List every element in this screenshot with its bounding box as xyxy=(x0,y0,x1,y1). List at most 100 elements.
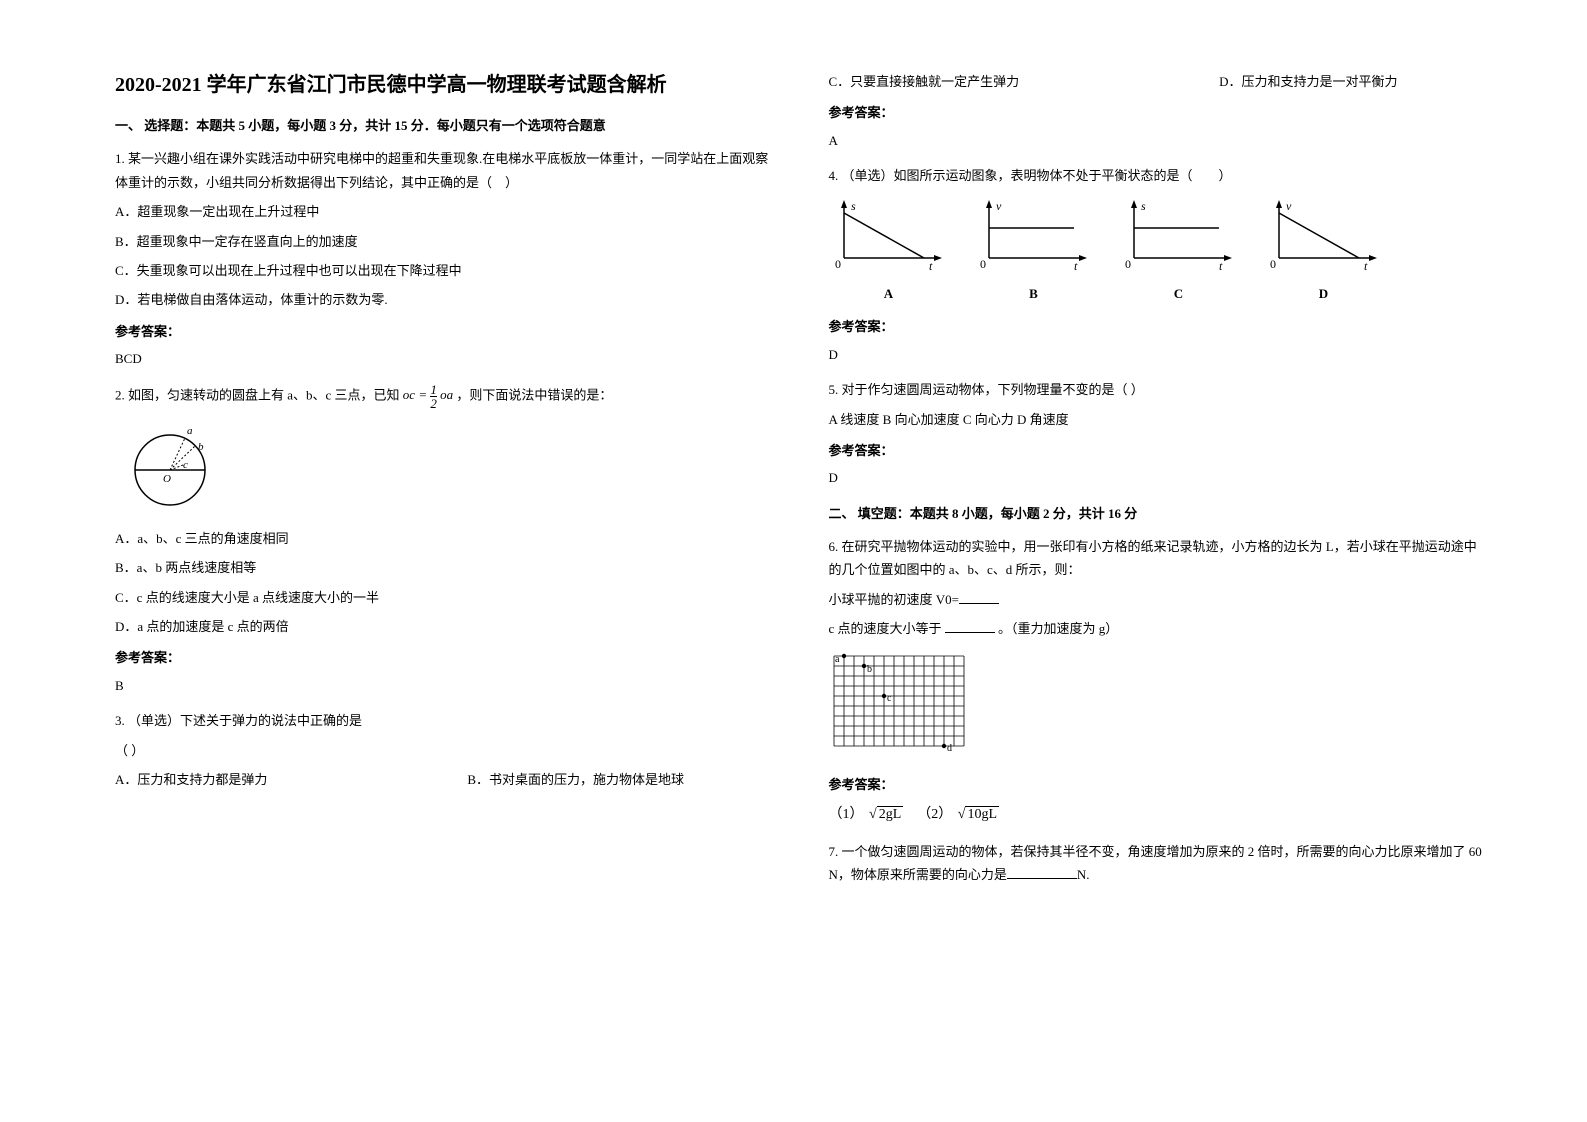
q2-formula-left: oc = xyxy=(403,387,427,402)
circle-svg: a b c O xyxy=(125,420,225,510)
q3-opts-row1: A．压力和支持力都是弹力 B．书对桌面的压力，施力物体是地球 xyxy=(115,768,769,791)
section-2-header: 二、 填空题：本题共 8 小题，每小题 2 分，共计 16 分 xyxy=(829,502,1483,525)
q2-formula: oc = 1 2 oa xyxy=(403,387,457,402)
question-4: 4. （单选）如图所示运动图象，表明物体不处于平衡状态的是（ ） s t 0 A xyxy=(829,164,1483,366)
svg-text:0: 0 xyxy=(980,257,986,271)
blank-icon xyxy=(1007,866,1077,879)
sqrt-icon: 2gL xyxy=(867,802,903,827)
q5-answer: D xyxy=(829,466,1483,489)
q6-ans2-body: 10gL xyxy=(965,806,999,822)
q2-stem: 2. 如图，匀速转动的圆盘上有 a、b、c 三点，已知 oc = 1 2 oa … xyxy=(115,383,769,410)
q3-opt-b: B．书对桌面的压力，施力物体是地球 xyxy=(467,768,684,791)
q6-ans2-label: （2） xyxy=(917,807,952,822)
circle-label-a: a xyxy=(187,425,193,437)
q6-line1: 小球平抛的初速度 V0= xyxy=(829,588,1483,611)
svg-text:0: 0 xyxy=(835,257,841,271)
graph-c-label: C xyxy=(1119,282,1239,305)
q3-bracket: （ ） xyxy=(115,739,769,762)
q6-answer-label: 参考答案： xyxy=(829,773,1483,796)
q3-opt-c: C．只要直接接触就一定产生弹力 xyxy=(829,70,1020,93)
q3-opt-d: D．压力和支持力是一对平衡力 xyxy=(1219,70,1397,93)
circle-diagram: a b c O xyxy=(125,420,769,517)
circle-label-c: c xyxy=(183,459,188,471)
q3-stem: 3. （单选）下述关于弹力的说法中正确的是 xyxy=(115,709,769,732)
q1-answer: BCD xyxy=(115,347,769,370)
q1-opt-d: D．若电梯做自由落体运动，体重计的示数为零. xyxy=(115,288,769,311)
q2-opt-d: D．a 点的加速度是 c 点的两倍 xyxy=(115,615,769,638)
question-1: 1. 某一兴趣小组在课外实践活动中研究电梯中的超重和失重现象.在电梯水平底板放一… xyxy=(115,147,769,370)
sqrt-icon: 10gL xyxy=(956,802,999,827)
q6-stem: 6. 在研究平抛物体运动的实验中，用一张印有小方格的纸来记录轨迹，小方格的边长为… xyxy=(829,535,1483,582)
graph-c: s t 0 C xyxy=(1119,198,1239,306)
graph-d-label: D xyxy=(1264,282,1384,305)
q2-stem-post: ，则下面说法中错误的是： xyxy=(456,387,612,402)
svg-text:d: d xyxy=(947,743,952,754)
q1-stem: 1. 某一兴趣小组在课外实践活动中研究电梯中的超重和失重现象.在电梯水平底板放一… xyxy=(115,147,769,194)
svg-text:s: s xyxy=(851,199,856,213)
q2-frac-bot: 2 xyxy=(430,397,437,410)
q2-formula-right: oa xyxy=(440,387,453,402)
blank-icon xyxy=(959,591,999,604)
q4-stem: 4. （单选）如图所示运动图象，表明物体不处于平衡状态的是（ ） xyxy=(829,164,1483,187)
q4-answer-label: 参考答案： xyxy=(829,315,1483,338)
svg-text:t: t xyxy=(929,259,933,273)
q6-line2: c 点的速度大小等于 。（重力加速度为 g） xyxy=(829,617,1483,640)
q4-graphs: s t 0 A v t 0 B xyxy=(829,198,1483,306)
blank-icon xyxy=(945,620,995,633)
q5-opts: A 线速度 B 向心加速度 C 向心力 D 角速度 xyxy=(829,408,1483,431)
q2-opt-c: C．c 点的线速度大小是 a 点线速度大小的一半 xyxy=(115,586,769,609)
q1-opt-b: B．超重现象中一定存在竖直向上的加速度 xyxy=(115,230,769,253)
svg-text:t: t xyxy=(1219,259,1223,273)
circle-label-o: O xyxy=(163,473,171,485)
circle-label-b: b xyxy=(198,441,204,453)
q6-line1-pre: 小球平抛的初速度 V0= xyxy=(829,592,959,607)
question-5: 5. 对于作匀速圆周运动物体，下列物理量不变的是（ ） A 线速度 B 向心加速… xyxy=(829,378,1483,490)
graph-b: v t 0 B xyxy=(974,198,1094,306)
q2-stem-pre: 2. 如图，匀速转动的圆盘上有 a、b、c 三点，已知 xyxy=(115,387,403,402)
q7-stem-pre: 7. 一个做匀速圆周运动的物体，若保持其半径不变，角速度增加为原来的 2 倍时，… xyxy=(829,844,1482,882)
svg-text:c: c xyxy=(887,693,892,704)
graph-a-label: A xyxy=(829,282,949,305)
section-1-header: 一、 选择题：本题共 5 小题，每小题 3 分，共计 15 分．每小题只有一个选… xyxy=(115,114,769,137)
graph-b-label: B xyxy=(974,282,1094,305)
q6-ans1-body: 2gL xyxy=(877,806,904,822)
right-column: C．只要直接接触就一定产生弹力 D．压力和支持力是一对平衡力 参考答案： A 4… xyxy=(799,70,1498,1082)
svg-text:t: t xyxy=(1074,259,1078,273)
q6-line2-post: 。（重力加速度为 g） xyxy=(995,621,1119,636)
svg-text:a: a xyxy=(835,654,840,665)
q2-answer-label: 参考答案： xyxy=(115,646,769,669)
q2-opt-b: B．a、b 两点线速度相等 xyxy=(115,556,769,579)
q7-stem: 7. 一个做匀速圆周运动的物体，若保持其半径不变，角速度增加为原来的 2 倍时，… xyxy=(829,840,1483,887)
question-7: 7. 一个做匀速圆周运动的物体，若保持其半径不变，角速度增加为原来的 2 倍时，… xyxy=(829,840,1483,887)
q6-answer: （1） 2gL （2） 10gL xyxy=(829,802,1483,827)
q1-answer-label: 参考答案： xyxy=(115,320,769,343)
question-2: 2. 如图，匀速转动的圆盘上有 a、b、c 三点，已知 oc = 1 2 oa … xyxy=(115,383,769,698)
q7-stem-post: N. xyxy=(1077,867,1090,882)
svg-text:s: s xyxy=(1141,199,1146,213)
q2-answer: B xyxy=(115,674,769,697)
svg-text:v: v xyxy=(996,199,1002,213)
svg-text:0: 0 xyxy=(1270,257,1276,271)
question-6: 6. 在研究平抛物体运动的实验中，用一张印有小方格的纸来记录轨迹，小方格的边长为… xyxy=(829,535,1483,828)
q6-line2-pre: c 点的速度大小等于 xyxy=(829,621,945,636)
q2-opt-a: A．a、b、c 三点的角速度相同 xyxy=(115,527,769,550)
q5-answer-label: 参考答案： xyxy=(829,439,1483,462)
q1-opt-c: C．失重现象可以出现在上升过程中也可以出现在下降过程中 xyxy=(115,259,769,282)
q4-answer: D xyxy=(829,343,1483,366)
q6-ans1-label: （1） xyxy=(829,807,864,822)
q1-opt-a: A．超重现象一定出现在上升过程中 xyxy=(115,200,769,223)
q5-stem: 5. 对于作匀速圆周运动物体，下列物理量不变的是（ ） xyxy=(829,378,1483,401)
document-title: 2020-2021 学年广东省江门市民德中学高一物理联考试题含解析 xyxy=(115,70,769,100)
svg-text:0: 0 xyxy=(1125,257,1131,271)
q3-answer-label: 参考答案： xyxy=(829,101,1483,124)
graph-a: s t 0 A xyxy=(829,198,949,306)
q2-frac-top: 1 xyxy=(430,383,437,397)
svg-text:t: t xyxy=(1364,259,1368,273)
question-3: 3. （单选）下述关于弹力的说法中正确的是 （ ） A．压力和支持力都是弹力 B… xyxy=(115,709,769,791)
svg-text:b: b xyxy=(867,664,872,675)
svg-text:v: v xyxy=(1286,199,1292,213)
grid-diagram: a b c d xyxy=(829,651,1483,763)
left-column: 2020-2021 学年广东省江门市民德中学高一物理联考试题含解析 一、 选择题… xyxy=(100,70,799,1082)
q3-answer: A xyxy=(829,129,1483,152)
q3-opt-a: A．压力和支持力都是弹力 xyxy=(115,768,267,791)
